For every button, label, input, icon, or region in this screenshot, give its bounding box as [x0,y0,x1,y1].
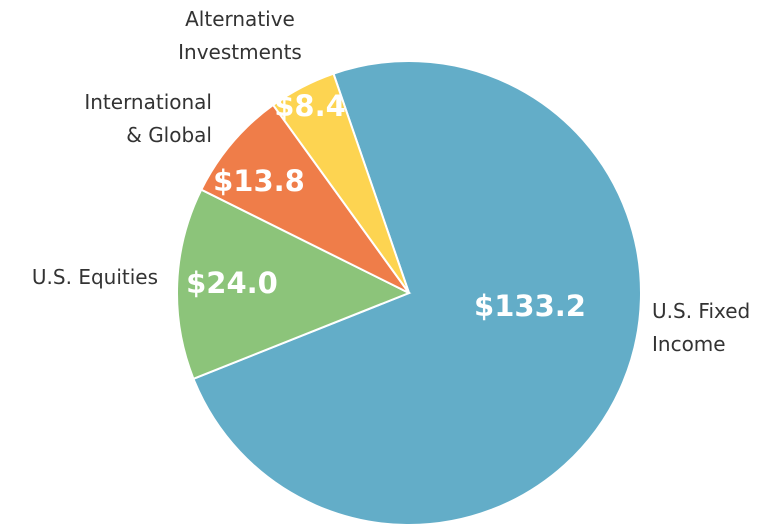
category-label: International & Global [84,90,212,147]
pie-slice [271,72,410,294]
value-label: $13.8 [213,164,305,198]
category-label-line: & Global [126,123,212,147]
category-label: U.S. Fixed Income [652,299,750,356]
value-label: $24.0 [186,266,278,300]
pie-slice [176,188,412,381]
category-label-line: Investments [178,40,302,64]
pie-slice [199,103,410,294]
category-label: U.S. Equities [32,265,158,289]
category-label-line: Alternative [185,7,295,31]
pie-slice [192,60,642,526]
value-label: $8.4 [274,89,346,123]
value-label: $133.2 [474,289,586,323]
category-label-line: U.S. Fixed [652,299,750,323]
category-label-line: International [84,90,212,114]
category-label-line: U.S. Equities [32,265,158,289]
category-label-line: Income [652,332,726,356]
category-label: Alternative Investments [178,7,302,64]
